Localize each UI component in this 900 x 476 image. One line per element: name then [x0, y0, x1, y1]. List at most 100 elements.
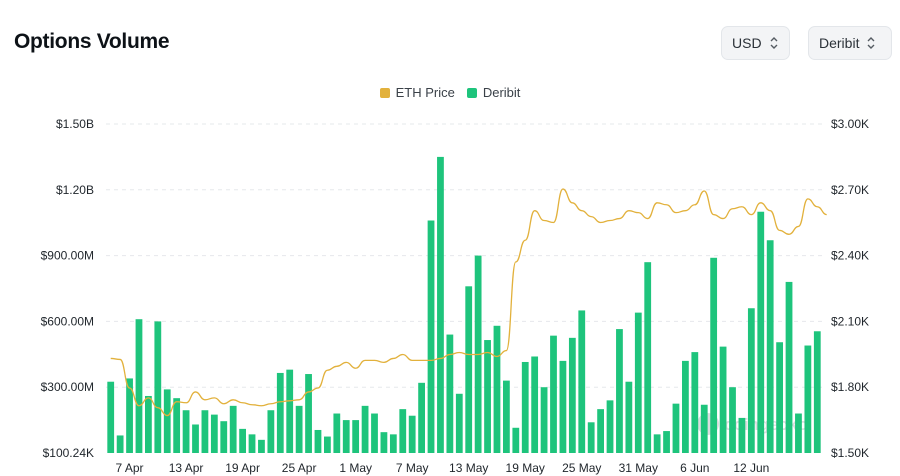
- deribit-bar[interactable]: [747, 308, 755, 453]
- legend-item-deribit[interactable]: Deribit: [466, 85, 520, 100]
- deribit-bar[interactable]: [107, 381, 115, 453]
- legend-item-eth-price[interactable]: ETH Price: [379, 85, 455, 100]
- deribit-bar[interactable]: [239, 428, 246, 453]
- deribit-bar[interactable]: [248, 434, 256, 453]
- deribit-bar[interactable]: [531, 356, 539, 453]
- deribit-bar[interactable]: [653, 434, 661, 453]
- currency-select[interactable]: USD: [721, 26, 790, 60]
- x-tick-label: 13 Apr: [169, 461, 204, 475]
- deribit-bar[interactable]: [663, 431, 670, 453]
- y-left-tick-label: $900.00M: [41, 249, 94, 263]
- deribit-bar[interactable]: [587, 422, 595, 453]
- deribit-bar[interactable]: [700, 404, 708, 453]
- deribit-bar[interactable]: [644, 262, 652, 453]
- deribit-bar[interactable]: [691, 352, 699, 453]
- deribit-bar[interactable]: [210, 414, 218, 453]
- deribit-bar[interactable]: [521, 361, 529, 453]
- x-axis-ticks: 7 Apr 13 Apr 19 Apr 25 Apr 1 May 7 May 13 May 1…: [116, 461, 770, 475]
- deribit-bar[interactable]: [578, 310, 586, 453]
- deribit-bar[interactable]: [361, 405, 369, 453]
- x-tick-label: 6 Jun: [680, 461, 709, 475]
- deribit-bar[interactable]: [559, 360, 567, 453]
- deribit-bar[interactable]: [625, 381, 633, 453]
- deribit-bar[interactable]: [389, 434, 397, 453]
- deribit-bar[interactable]: [314, 429, 322, 453]
- deribit-bar[interactable]: [286, 369, 294, 453]
- deribit-bar[interactable]: [795, 413, 802, 453]
- y-left-tick-label: $300.00M: [41, 380, 94, 394]
- deribit-bar[interactable]: [540, 387, 548, 453]
- deribit-bar[interactable]: [154, 321, 162, 453]
- y-right-tick-label: $2.10K: [831, 314, 869, 328]
- x-tick-label: 19 Apr: [225, 461, 260, 475]
- deribit-bar[interactable]: [568, 337, 576, 453]
- deribit-bar[interactable]: [352, 420, 360, 453]
- deribit-bar[interactable]: [484, 340, 491, 453]
- deribit-bar[interactable]: [418, 382, 425, 453]
- deribit-bar[interactable]: [333, 413, 341, 453]
- deribit-bar[interactable]: [126, 378, 133, 453]
- deribit-bar[interactable]: [634, 312, 642, 453]
- deribit-bar[interactable]: [813, 331, 821, 453]
- deribit-bar[interactable]: [493, 325, 501, 453]
- eth-price-line-layer: [110, 188, 827, 417]
- deribit-bar[interactable]: [276, 372, 284, 453]
- deribit-bar[interactable]: [550, 335, 557, 453]
- left-axis-ticks: $100.24K $300.00M $600.00M $900.00M $1.20B $1…: [41, 117, 94, 460]
- deribit-bar[interactable]: [606, 400, 614, 453]
- deribit-bar[interactable]: [437, 156, 444, 453]
- x-tick-label: 25 May: [562, 461, 601, 475]
- x-tick-label: 7 May: [396, 461, 429, 475]
- x-tick-label: 31 May: [619, 461, 658, 475]
- deribit-bar[interactable]: [145, 395, 152, 453]
- deribit-bar[interactable]: [135, 319, 143, 453]
- deribit-bar[interactable]: [616, 329, 623, 453]
- deribit-bar[interactable]: [371, 413, 378, 453]
- deribit-bar[interactable]: [380, 432, 388, 453]
- y-left-tick-label: $1.50B: [56, 117, 94, 131]
- deribit-bar[interactable]: [408, 415, 416, 453]
- deribit-bar[interactable]: [785, 281, 793, 453]
- deribit-bar[interactable]: [455, 393, 463, 453]
- eth-price-line[interactable]: [110, 188, 827, 417]
- y-right-tick-label: $3.00K: [831, 117, 869, 131]
- deribit-bar[interactable]: [597, 409, 604, 453]
- deribit-bar[interactable]: [427, 220, 435, 453]
- deribit-bar[interactable]: [738, 417, 746, 453]
- deribit-bar[interactable]: [305, 374, 312, 453]
- deribit-bar[interactable]: [324, 436, 331, 453]
- deribit-bar[interactable]: [229, 405, 237, 453]
- deribit-bar[interactable]: [729, 387, 736, 453]
- deribit-bar[interactable]: [710, 257, 718, 453]
- x-tick-label: 19 May: [506, 461, 545, 475]
- legend-swatch-deribit: [466, 87, 477, 98]
- deribit-bar[interactable]: [446, 334, 454, 453]
- deribit-bar[interactable]: [182, 410, 190, 453]
- y-right-tick-label: $1.80K: [831, 380, 869, 394]
- deribit-bar[interactable]: [220, 421, 228, 453]
- deribit-bar[interactable]: [672, 403, 680, 453]
- deribit-bar[interactable]: [116, 435, 124, 453]
- deribit-bar[interactable]: [776, 342, 783, 453]
- x-tick-label: 13 May: [449, 461, 488, 475]
- deribit-bar[interactable]: [267, 410, 275, 453]
- deribit-bar[interactable]: [173, 398, 181, 453]
- deribit-bar[interactable]: [503, 380, 510, 453]
- deribit-bar[interactable]: [163, 389, 171, 453]
- exchange-select[interactable]: Deribit: [808, 26, 892, 60]
- deribit-bar[interactable]: [258, 439, 265, 453]
- deribit-bars: [107, 156, 821, 453]
- deribit-bar[interactable]: [719, 346, 727, 453]
- deribit-bar[interactable]: [757, 211, 765, 453]
- x-tick-label: 12 Jun: [733, 461, 769, 475]
- deribit-bar[interactable]: [512, 427, 520, 453]
- deribit-bar[interactable]: [192, 424, 199, 453]
- deribit-bar[interactable]: [399, 409, 407, 453]
- deribit-bar[interactable]: [465, 286, 473, 453]
- deribit-bar[interactable]: [295, 405, 303, 453]
- deribit-bar[interactable]: [201, 410, 209, 453]
- deribit-bar[interactable]: [682, 360, 689, 453]
- deribit-bar[interactable]: [766, 240, 774, 453]
- deribit-bar[interactable]: [804, 345, 812, 453]
- deribit-bar[interactable]: [342, 420, 350, 453]
